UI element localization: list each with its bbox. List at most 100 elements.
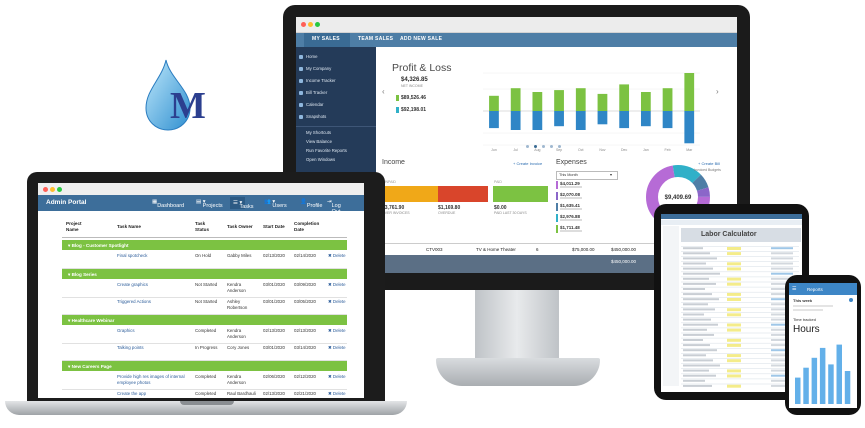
sidebar-item-my-company[interactable]: My Company <box>296 65 376 73</box>
x-tick-label: Nov <box>599 148 605 152</box>
grid-line <box>681 251 799 252</box>
minimize-dot[interactable] <box>50 187 55 192</box>
input-cell <box>727 262 741 266</box>
header-task-owner[interactable]: Task Owner <box>227 224 253 229</box>
maximize-dot[interactable] <box>315 22 320 27</box>
completion-date: 02/12/2020 <box>294 374 316 379</box>
group-row-2[interactable]: ▾ Blog Series <box>62 269 347 279</box>
delete-button[interactable]: ✖ Delete <box>328 282 346 288</box>
table-row[interactable]: Create graphics Not Started Kendra Anderso… <box>38 281 364 297</box>
legend-swatch <box>556 203 558 211</box>
close-dot[interactable] <box>301 22 306 27</box>
table-row[interactable]: Create the app Completed Raul Bardhauli 02/… <box>38 390 364 398</box>
task-name-link[interactable]: Create the app <box>117 391 147 396</box>
group-row-1[interactable]: ▾ Blog - Customer Spotlight <box>62 240 347 250</box>
chevron-right-icon[interactable]: › <box>716 87 719 96</box>
sidebar-item-open-windows[interactable]: Open Windows <box>296 156 376 164</box>
minimize-dot[interactable] <box>308 22 313 27</box>
x-tick-label: Aug <box>534 148 540 152</box>
header-task-name[interactable]: Task Name <box>117 224 141 229</box>
header-project-name[interactable]: Project Name <box>66 221 82 232</box>
income-bar <box>554 90 564 111</box>
value-cell <box>771 318 793 321</box>
grid-line <box>681 317 799 318</box>
sidebar-item-bill-tracker[interactable]: Bill Tracker <box>296 89 376 97</box>
legend-sublabel <box>560 208 582 210</box>
task-name-link[interactable]: Graphics <box>117 328 135 333</box>
delete-button[interactable]: ✖ Delete <box>328 253 346 259</box>
header-start-date[interactable]: Start Date <box>263 224 285 229</box>
nav-logout[interactable]: ⇥ Log Out <box>327 199 341 215</box>
nav-profile[interactable]: 👤 Profile <box>300 199 323 209</box>
sidebar-item-label: View Balance <box>306 139 332 144</box>
table-row[interactable]: Final spotcheck On Hold Gabby Miles 02/13/2… <box>38 252 364 268</box>
expenses-title: Expenses <box>556 159 587 166</box>
value-cell <box>771 257 793 260</box>
sidebar-item-home[interactable]: Home <box>296 53 376 61</box>
delete-button[interactable]: ✖ Delete <box>328 374 346 380</box>
sidebar-item-run-favorite-reports[interactable]: Run Favorite Reports <box>296 147 376 155</box>
chevron-left-icon[interactable]: ‹ <box>382 87 385 96</box>
delete-button[interactable]: ✖ Delete <box>328 328 346 334</box>
close-icon: ✖ <box>328 282 333 287</box>
delete-button[interactable]: ✖ Delete <box>328 391 346 397</box>
expense-bar <box>554 111 564 127</box>
delete-button[interactable]: ✖ Delete <box>328 345 346 351</box>
income-bar <box>684 73 695 111</box>
sidebar-item-calendar[interactable]: Calendar <box>296 101 376 109</box>
sidebar-item-view-balance[interactable]: View Balance <box>296 138 376 146</box>
phone-section: This week <box>793 298 813 303</box>
start-date: 03/01/2020 <box>263 345 285 350</box>
nav-tasks[interactable]: ☰ Tasks ▾ <box>230 197 254 210</box>
label-cell <box>683 282 716 285</box>
header-completion-date[interactable]: Completion Date <box>294 221 320 232</box>
task-name-link[interactable]: Create graphics <box>117 282 148 287</box>
sidebar-item-snapshots[interactable]: Snapshots <box>296 113 376 121</box>
table-row[interactable]: Triggered Actions Not Started Ashley Rober… <box>38 298 364 314</box>
sidebar-item-income-tracker[interactable]: Income Tracker <box>296 77 376 85</box>
grid-line <box>681 307 799 308</box>
tab-my-sales[interactable]: MY SALES <box>312 36 340 42</box>
delete-button[interactable]: ✖ Delete <box>328 299 346 305</box>
expense-bar <box>662 111 673 129</box>
maximize-dot[interactable] <box>57 187 62 192</box>
close-dot[interactable] <box>43 187 48 192</box>
create-invoice-link[interactable]: + Create Invoice <box>513 161 543 166</box>
table-row[interactable]: Provide high res images of internal empl… <box>38 373 364 389</box>
value-cell <box>771 374 793 377</box>
header-task-status[interactable]: Task Status <box>195 221 210 232</box>
task-name-link[interactable]: Triggered Actions <box>117 299 152 304</box>
task-owner: Gabby Miles <box>227 253 252 258</box>
create-bill-link[interactable]: + Create Bill <box>698 161 720 166</box>
close-icon: ✖ <box>328 253 333 258</box>
tab-team-sales[interactable]: TEAM SALES <box>358 36 394 42</box>
table-row[interactable]: Graphics Completed Kendra Anderson 02/13/20… <box>38 327 364 343</box>
group-row-4[interactable]: ▾ New Careers Page <box>62 361 347 371</box>
income-bar <box>510 88 521 111</box>
product-table-row[interactable]: TVCTV003TV & Home Theater6$75,000.00$450… <box>376 243 737 256</box>
tablet-screen: Labor Calculator <box>661 214 802 392</box>
group-row-3[interactable]: ▾ Healthcare Webinar <box>62 315 347 325</box>
sidebar-item-my-shortcuts[interactable]: My Shortcuts <box>296 129 376 137</box>
income-v2: $1,169.80 <box>438 205 461 211</box>
nav-projects[interactable]: ▤ Projects ▾ <box>196 199 223 209</box>
x-tick-label: Jan <box>643 148 649 152</box>
sidebar-icon <box>299 103 303 107</box>
task-name-link[interactable]: Provide high res images of internal empl… <box>117 374 185 385</box>
expense-filter-select[interactable]: This Month ▾ <box>556 171 618 180</box>
sidebar-item-label: Snapshots <box>306 114 327 119</box>
nav-users[interactable]: 👥 Users ▾ <box>264 199 287 209</box>
completion-date: 02/13/2020 <box>294 328 316 333</box>
grid-line <box>681 286 799 288</box>
table-cell: $75,000.00 <box>572 247 595 252</box>
hamburger-icon[interactable]: ☰ <box>792 286 797 292</box>
nav-dashboard[interactable]: ▦ Dashboard <box>152 199 185 209</box>
table-row[interactable]: Talking points In Progress Cory Jones 03/01… <box>38 344 364 360</box>
task-name-link[interactable]: Talking points <box>117 345 144 350</box>
close-icon: ✖ <box>328 328 333 333</box>
task-status: Not Started <box>195 299 218 304</box>
close-icon: ✖ <box>328 374 333 379</box>
task-name-link[interactable]: Final spotcheck <box>117 253 148 258</box>
label-cell <box>683 369 709 372</box>
tab-add-new-sale[interactable]: ADD NEW SALE <box>400 36 443 42</box>
